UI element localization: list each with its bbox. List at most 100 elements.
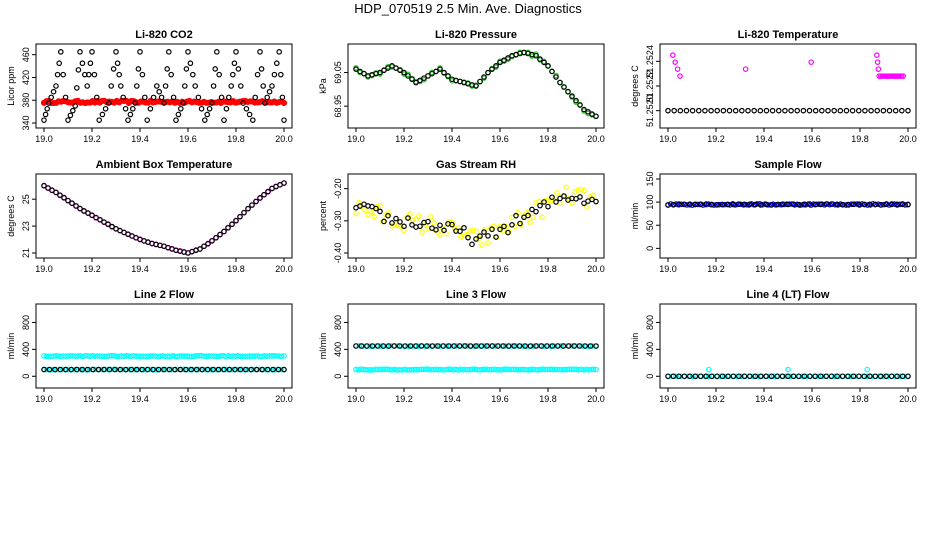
- data-point: [114, 60, 121, 67]
- data-point: [155, 366, 162, 373]
- data-point: [683, 107, 690, 114]
- data-point: [117, 366, 124, 373]
- data-point: [264, 94, 271, 101]
- chart-panel: Li-820 Pressure 19.0 19.2 19.4 19.6 19.8 20.0 6…: [318, 29, 605, 144]
- x-tick-label: 19.2: [707, 264, 725, 274]
- data-point: [845, 373, 851, 380]
- data-point: [825, 107, 831, 114]
- data-point: [676, 373, 682, 380]
- data-point: [883, 201, 889, 208]
- data-point: [416, 213, 422, 219]
- data-point: [587, 343, 594, 349]
- data-point: [551, 343, 558, 349]
- data-point: [257, 49, 263, 55]
- data-point: [69, 200, 75, 207]
- data-point: [139, 71, 146, 78]
- data-point: [205, 240, 211, 247]
- data-point: [180, 100, 187, 106]
- data-point: [589, 196, 595, 203]
- data-point: [87, 60, 94, 67]
- data-point: [106, 100, 112, 106]
- data-point: [410, 217, 416, 223]
- chart-title: Line 2 Flow: [134, 289, 194, 301]
- data-point: [65, 366, 72, 373]
- y-tick-label: 51.2524: [645, 45, 655, 78]
- data-point: [721, 201, 728, 208]
- data-point: [426, 343, 432, 349]
- data-point: [413, 79, 419, 86]
- x-tick-label: 19.2: [83, 394, 101, 404]
- data-point: [253, 198, 259, 205]
- x-tick-label: 19.4: [755, 394, 773, 404]
- data-point: [888, 373, 895, 380]
- data-point: [233, 217, 239, 224]
- data-point: [464, 343, 471, 349]
- data-point: [741, 201, 748, 208]
- data-point: [113, 49, 119, 55]
- x-tick-label: 19.6: [179, 264, 197, 274]
- data-point: [257, 195, 263, 201]
- data-point: [880, 107, 887, 114]
- data-point: [497, 59, 503, 66]
- data-point: [94, 94, 100, 101]
- data-point: [358, 343, 365, 349]
- data-point: [120, 366, 126, 373]
- data-point: [545, 63, 551, 69]
- x-tick-label: 20.0: [587, 394, 605, 404]
- data-point: [500, 343, 507, 349]
- x-tick-label: 19.8: [227, 394, 245, 404]
- data-point: [385, 65, 391, 71]
- data-point: [253, 366, 260, 373]
- data-point: [229, 221, 235, 228]
- data-point: [768, 202, 775, 208]
- data-point: [57, 366, 64, 373]
- data-point: [209, 238, 215, 244]
- data-point: [828, 373, 835, 380]
- data-point: [125, 117, 131, 123]
- data-point: [175, 111, 182, 118]
- chart-panel: Sample Flow 19.0 19.2 19.4 19.6 19.8 20.0 0 50 10…: [630, 159, 917, 274]
- data-point: [221, 117, 227, 123]
- data-point: [65, 197, 71, 204]
- data-point: [505, 55, 511, 61]
- data-point: [568, 343, 575, 349]
- y-tick-label: 380: [21, 93, 31, 108]
- data-point: [164, 66, 171, 72]
- chart-panel: Li-820 CO2 19.0 19.2 19.4 19.6 19.8 20.0 340 380…: [6, 29, 293, 144]
- data-point: [489, 226, 495, 233]
- x-tick-label: 19.6: [491, 134, 509, 144]
- data-point: [445, 73, 451, 79]
- data-point: [527, 219, 533, 225]
- data-point: [409, 76, 415, 83]
- data-point: [517, 220, 523, 227]
- data-point: [752, 201, 759, 208]
- data-point: [139, 366, 145, 373]
- data-point: [790, 201, 797, 207]
- data-point: [41, 366, 47, 373]
- data-point: [65, 117, 71, 123]
- data-point: [673, 201, 679, 207]
- data-point: [692, 373, 699, 380]
- x-tick-label: 19.6: [803, 264, 821, 274]
- chart-panel: Line 2 Flow 19.0 19.2 19.4 19.6 19.8 20.0 0 400 8…: [6, 289, 293, 404]
- data-point: [730, 373, 737, 380]
- data-point: [458, 233, 464, 240]
- data-point: [265, 188, 271, 195]
- data-point: [377, 208, 383, 215]
- data-point: [161, 100, 167, 106]
- data-point: [278, 366, 284, 373]
- y-tick-label: 25: [21, 194, 31, 204]
- data-point: [862, 107, 868, 114]
- data-point: [209, 100, 215, 106]
- data-point: [401, 223, 407, 230]
- chart-title: Li-820 Temperature: [738, 29, 839, 41]
- plot-frame: [35, 303, 293, 389]
- data-point: [281, 353, 287, 359]
- y-tick-label: 68.95: [333, 95, 343, 118]
- data-point: [90, 366, 96, 373]
- data-point: [489, 66, 495, 72]
- data-point: [202, 117, 208, 123]
- chart-panel: Ambient Box Temperature 19.0 19.2 19.4 19.6 1…: [6, 159, 293, 274]
- y-axis-label: degrees C: [630, 65, 640, 107]
- data-point: [261, 191, 267, 198]
